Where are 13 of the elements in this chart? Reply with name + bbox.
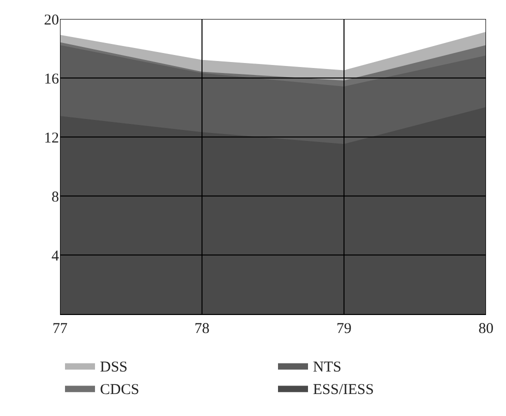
- x-tick-label: 77: [52, 321, 68, 337]
- y-tick-label: 4: [52, 248, 60, 264]
- x-tick-label: 80: [478, 321, 494, 337]
- legend-label: DSS: [100, 360, 128, 376]
- x-tick-label: 79: [336, 321, 352, 337]
- y-tick-label: 16: [44, 71, 60, 88]
- x-tick-label: 78: [194, 321, 210, 337]
- legend-label: NTS: [313, 360, 342, 376]
- y-tick-label: 8: [52, 189, 59, 206]
- y-tick-label: 20: [44, 12, 59, 28]
- y-tick-label: 12: [44, 130, 59, 146]
- legend-label: ESS/IESS: [313, 382, 374, 398]
- legend-label: CDCS: [100, 382, 140, 398]
